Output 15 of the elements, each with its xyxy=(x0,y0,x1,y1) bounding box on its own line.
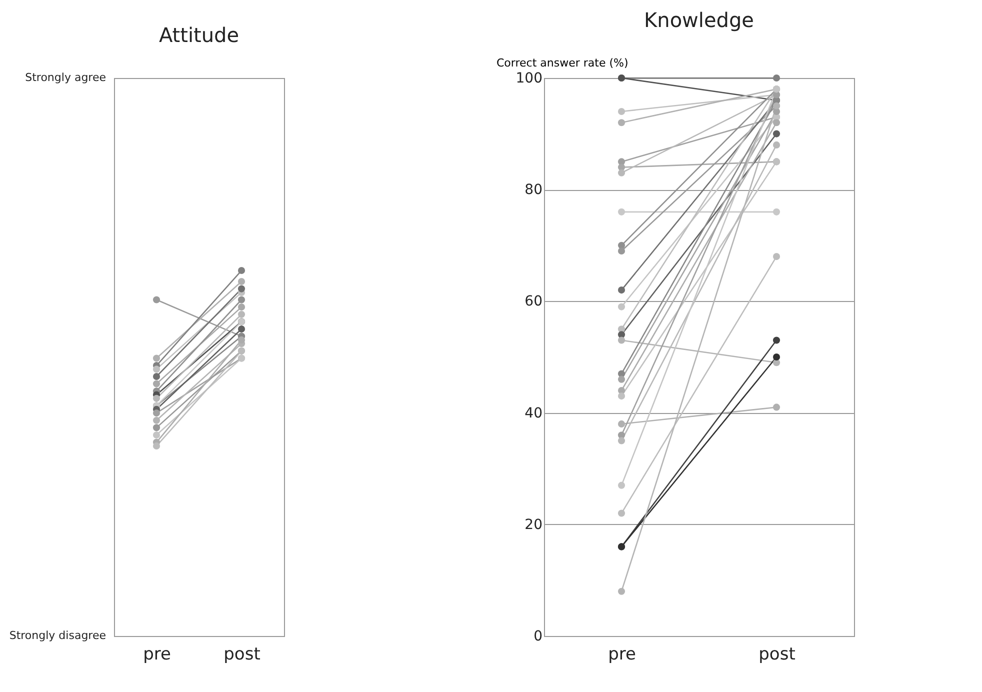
y-tick-label: 80 xyxy=(524,182,542,198)
x-tick-label: pre xyxy=(608,644,636,664)
x-tick-label: pre xyxy=(143,644,171,664)
chart-title: Attitude xyxy=(158,23,240,47)
chart-title: Knowledge xyxy=(644,8,754,32)
y-axis-title: Correct answer rate (%) xyxy=(496,56,628,70)
text: Strongly agree xyxy=(25,71,106,84)
x-tick-label: post xyxy=(224,644,261,664)
y-tick-label: 40 xyxy=(524,405,542,422)
x-tick-label: post xyxy=(758,644,796,664)
text: Strongly disagree xyxy=(9,629,106,642)
y-tick-label: 20 xyxy=(524,516,542,533)
y-tick-label: 100 xyxy=(516,70,542,86)
y-tick-label: 0 xyxy=(534,628,542,644)
y-tick-label: 60 xyxy=(524,294,542,310)
